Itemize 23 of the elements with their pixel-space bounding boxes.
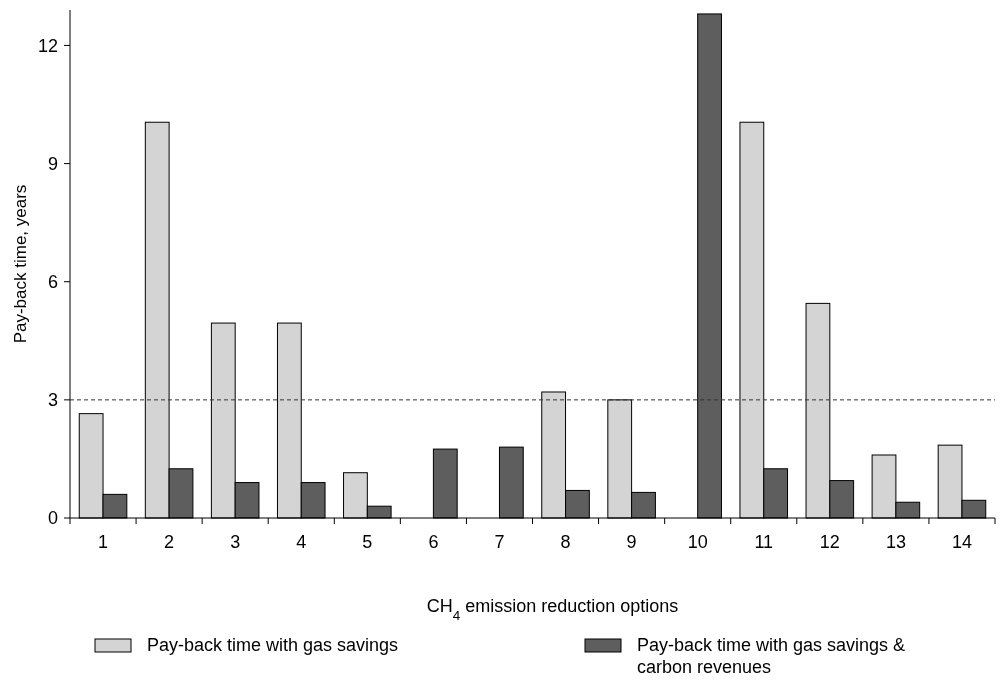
legend-label: Pay-back time with gas savings & carbon revenues: [637, 635, 906, 677]
x-tick-label: 8: [560, 532, 571, 552]
x-tick-label: 14: [951, 532, 972, 552]
y-tick-label: 0: [47, 508, 58, 529]
legend-label: Pay-back time with gas savings: [147, 635, 399, 656]
x-tick-label: 4: [296, 532, 307, 552]
x-tick-label: 13: [885, 532, 906, 552]
x-axis-title: CH$_{4}$ emission reduction options: [426, 596, 679, 623]
y-tick-label: 3: [47, 390, 58, 411]
x-tick-label: 9: [626, 532, 637, 552]
x-tick-label: 3: [230, 532, 241, 552]
x-tick-label: 7: [494, 532, 505, 552]
x-tick-label: 1: [98, 532, 109, 552]
x-tick-label: 6: [428, 532, 439, 552]
y-tick-label: 6: [47, 272, 58, 293]
x-tick-label: 2: [164, 532, 175, 552]
x-tick-label: 5: [362, 532, 373, 552]
x-tick-label: 10: [687, 532, 708, 552]
x-tick-label: 12: [819, 532, 840, 552]
y-axis-title: Pay-back time, years: [11, 184, 30, 344]
x-tick-label: 11: [754, 532, 774, 552]
y-tick-label: 9: [47, 153, 58, 174]
y-tick-label: 12: [37, 35, 58, 56]
